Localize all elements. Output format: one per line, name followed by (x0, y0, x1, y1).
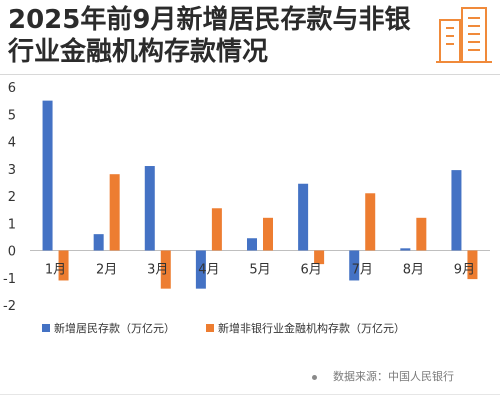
legend-label-1: 新增居民存款（万亿元） (54, 321, 175, 335)
source-text: 数据来源：中国人民银行 (333, 370, 454, 383)
x-tick-label: 5月 (249, 263, 270, 278)
bar-series-1 (349, 250, 360, 281)
x-tick-label: 6月 (300, 263, 321, 278)
page-title: 2025年前9月新增居民存款与非银行业金融机构存款情况 (8, 5, 411, 67)
bar-chart: 6 5 4 3 2 1 0 -1 -2 1月 2月 3月 4月 5月 6月 7月 8月 9月新增居民存款（万亿元）… (3, 81, 490, 335)
x-tick-label: 7月 (352, 263, 373, 278)
y-tick-label: 4 (8, 136, 16, 151)
bar-series-2 (211, 208, 222, 251)
bar-series-1 (247, 238, 257, 251)
y-tick-label: 0 (8, 245, 16, 260)
bar-series-1 (451, 170, 462, 251)
building-icon (436, 7, 492, 63)
bar-series-2 (160, 250, 171, 289)
y-tick-label: 5 (8, 108, 16, 123)
bar-series-1 (42, 100, 53, 251)
footer-divider (0, 394, 500, 395)
bar-series-2 (58, 250, 69, 281)
x-tick-label: 4月 (198, 263, 219, 278)
legend-label-2: 新增非银行业金融机构存款（万亿元） (218, 321, 405, 335)
x-tick-label: 8月 (403, 263, 424, 278)
bar-series-2 (416, 217, 427, 251)
bar-series-1 (298, 183, 309, 251)
bar-series-1 (144, 166, 155, 251)
bar-series-2 (365, 193, 376, 251)
x-tick-label: 1月 (45, 263, 66, 278)
y-tick-label: 1 (8, 217, 16, 232)
bar-series-1 (93, 234, 104, 251)
y-tick-label: 2 (8, 190, 16, 205)
header-divider (0, 74, 500, 75)
y-tick-label: 6 (8, 81, 16, 96)
legend-swatch-1 (42, 324, 50, 332)
bar-series-2 (314, 250, 325, 265)
bar-series-2 (263, 217, 273, 251)
bullet-icon (312, 374, 317, 380)
y-tick-label: -1 (3, 272, 16, 287)
bar-series-2 (467, 250, 478, 280)
bar-series-1 (195, 250, 206, 289)
legend-swatch-2 (206, 324, 214, 332)
y-tick-label: 3 (8, 163, 16, 178)
bar-series-1 (400, 248, 411, 251)
x-tick-label: 2月 (96, 263, 117, 278)
source-note: 数据来源：中国人民银行 (312, 368, 496, 386)
x-tick-label: 9月 (454, 263, 475, 278)
y-tick-label: -2 (3, 299, 16, 314)
x-tick-label: 3月 (147, 263, 168, 278)
bar-series-2 (109, 174, 120, 251)
